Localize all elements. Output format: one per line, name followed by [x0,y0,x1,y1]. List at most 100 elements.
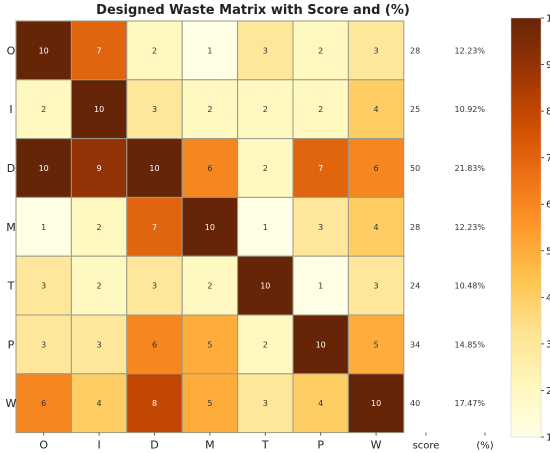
cell-value-label: 2 [318,46,323,55]
x-tick-label: I [97,439,100,452]
y-tick-label: W [6,397,17,410]
heatmap-cell [126,373,183,434]
row-percent: 10.92% [454,105,485,114]
cell-value-label: 2 [318,105,323,114]
row-score: 25 [410,105,420,114]
cell-value-label: 7 [152,223,157,232]
colorbar-tick-label: 8 [546,107,550,118]
heatmap-cell [70,138,128,198]
heatmap-cell [126,20,183,81]
cell-value-label: 1 [207,46,212,55]
cell-value-label: 5 [374,340,379,349]
row-percent: 10.48% [454,282,485,291]
x-tick-label: score [413,441,440,452]
colorbar: 1 2 3 4 5 6 7 8 9 10 [510,14,550,444]
colorbar-gradient [510,17,542,438]
heatmap-cell [70,196,128,257]
cell-value-label: 2 [207,105,212,114]
colorbar-tick-label: 10 [546,14,550,25]
cell-value-label: 7 [318,164,323,173]
cell-value-label: 2 [97,223,102,232]
colorbar-tick-label: 2 [546,386,550,397]
colorbar-tick-label: 1 [546,433,550,444]
cell-value-label: 1 [41,223,46,232]
y-tick-label: T [7,280,15,293]
x-tick-label: P [317,439,324,452]
colorbar-tick-label: 6 [546,200,550,211]
cell-value-label: 6 [152,340,157,349]
heatmap-cells: 10 7 2 1 3 2 32 10 3 2 2 2 410 9 10 6 2 7 61 2 7 10 1 3 43 2 3 2 10 1… [15,20,405,434]
heatmap-cell [181,373,239,434]
row-score: 40 [410,399,420,408]
cell-value-label: 3 [318,223,323,232]
cell-value-label: 10 [39,164,49,173]
row-percent: 21.83% [454,164,485,173]
heatmap-cell [347,138,405,198]
cell-value-label: 2 [97,282,102,291]
row-percent: 17.47% [454,399,485,408]
row-percent: 12.23% [454,223,485,232]
heatmap-cell [70,314,128,375]
cell-value-label: 3 [41,282,46,291]
heatmap-cell [15,255,72,316]
cell-value-label: 3 [152,282,157,291]
x-tick-label: D [150,439,158,452]
x-tick-label: W [371,439,382,452]
cell-value-label: 6 [374,164,379,173]
cell-value-label: 6 [207,164,212,173]
chart-title: Designed Waste Matrix with Score and (%) [96,3,410,18]
cell-value-label: 10 [260,282,270,291]
row-score: 28 [410,223,420,232]
heatmap-cell [126,255,183,316]
heatmap-cell [347,196,405,257]
cell-value-label: 3 [263,46,268,55]
heatmap-cell [15,373,72,434]
heatmap-cell [70,20,128,81]
heatmap-cell [181,314,239,375]
row-score: 28 [410,46,420,55]
cell-value-label: 8 [152,399,157,408]
heatmap-cell [126,138,183,198]
heatmap-cell [15,314,72,375]
row-score: 50 [410,164,420,173]
row-score: 24 [410,282,420,291]
row-percent: 12.23% [454,46,485,55]
cell-value-label: 3 [152,105,157,114]
cell-value-label: 3 [374,282,379,291]
x-tick-label: O [39,439,48,452]
y-tick-label: M [6,221,16,234]
cell-value-label: 4 [374,223,379,232]
y-tick-label: D [7,162,15,175]
heatmap-cell [237,79,294,140]
cell-value-label: 7 [97,46,102,55]
cell-value-label: 4 [374,105,379,114]
heatmap-cell [126,79,183,140]
cell-value-label: 2 [263,164,268,173]
cell-value-label: 3 [374,46,379,55]
colorbar-tick-label: 7 [546,153,550,164]
colorbar-tick-label: 3 [546,339,550,350]
heatmap-cell [292,373,349,434]
cell-value-label: 3 [41,340,46,349]
y-tick-label: P [8,338,15,351]
heatmap-cell [181,196,239,257]
cell-value-label: 10 [371,399,381,408]
cell-value-label: 2 [41,105,46,114]
heatmap-cell [292,20,349,81]
cell-value-label: 1 [263,223,268,232]
x-tick-label: T [261,439,269,452]
heatmap-cell [237,138,294,198]
row-percent: 14.85% [454,340,485,349]
cell-value-label: 10 [39,46,49,55]
y-axis-ticks: O I D M T P W [6,44,17,410]
y-tick-label: O [7,44,16,57]
cell-value-label: 4 [97,399,102,408]
colorbar-tick-label: 4 [546,293,550,304]
x-tick-label: (%) [476,441,493,452]
cell-value-label: 10 [149,164,159,173]
row-score: 34 [410,340,420,349]
cell-value-label: 2 [152,46,157,55]
cell-value-label: 10 [205,223,215,232]
